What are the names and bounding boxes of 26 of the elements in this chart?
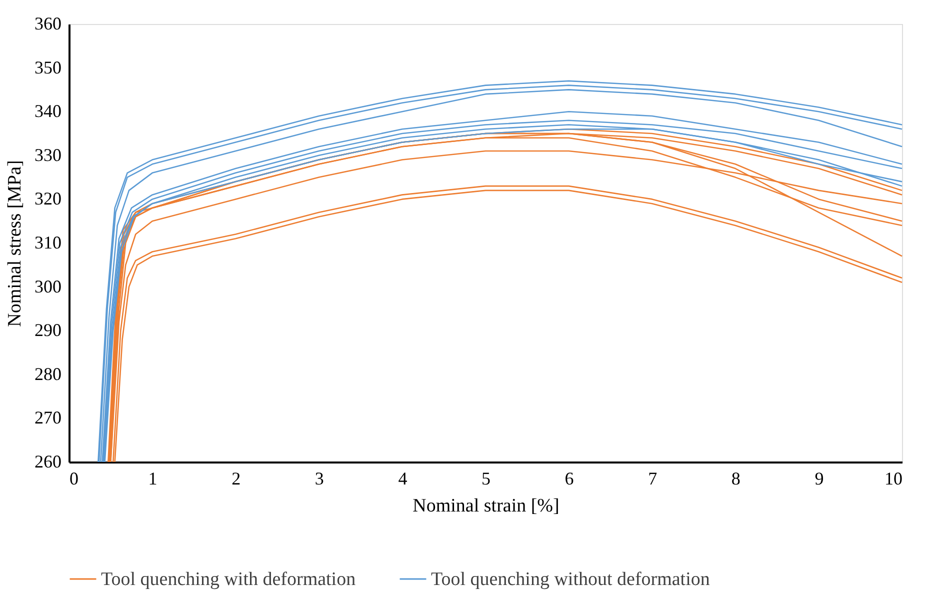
y-tick-label: 320 xyxy=(34,188,62,209)
y-axis-title: Nominal stress [MPa] xyxy=(4,160,26,327)
x-tick-label: 5 xyxy=(482,468,490,488)
y-tick-label: 270 xyxy=(34,408,62,428)
x-tick-label: 9 xyxy=(814,468,824,488)
x-tick-label: 2 xyxy=(232,468,241,488)
y-tick-label: 280 xyxy=(34,364,62,384)
legend-label: Tool quenching without deformation xyxy=(431,569,710,590)
x-tick-label: 7 xyxy=(648,468,658,488)
x-tick-label: 4 xyxy=(398,468,408,488)
x-tick-label: 1 xyxy=(148,468,158,488)
y-tick-label: 350 xyxy=(34,57,62,78)
x-axis-title: Nominal strain [%] xyxy=(412,496,560,516)
y-tick-label: 300 xyxy=(34,276,62,296)
x-tick-label: 3 xyxy=(314,468,324,488)
y-tick-label: 340 xyxy=(34,101,62,122)
legend-label: Tool quenching with deformation xyxy=(101,569,356,590)
x-tick-label: 6 xyxy=(564,468,574,488)
y-tick-label: 360 xyxy=(34,14,62,34)
x-tick-label: 10 xyxy=(884,468,902,488)
y-tick-label: 260 xyxy=(34,452,62,472)
x-tick-label: 0 xyxy=(70,468,78,488)
y-tick-label: 330 xyxy=(34,144,62,165)
x-tick-label: 8 xyxy=(731,468,740,488)
y-tick-label: 290 xyxy=(34,320,62,340)
y-tick-label: 310 xyxy=(34,232,62,252)
